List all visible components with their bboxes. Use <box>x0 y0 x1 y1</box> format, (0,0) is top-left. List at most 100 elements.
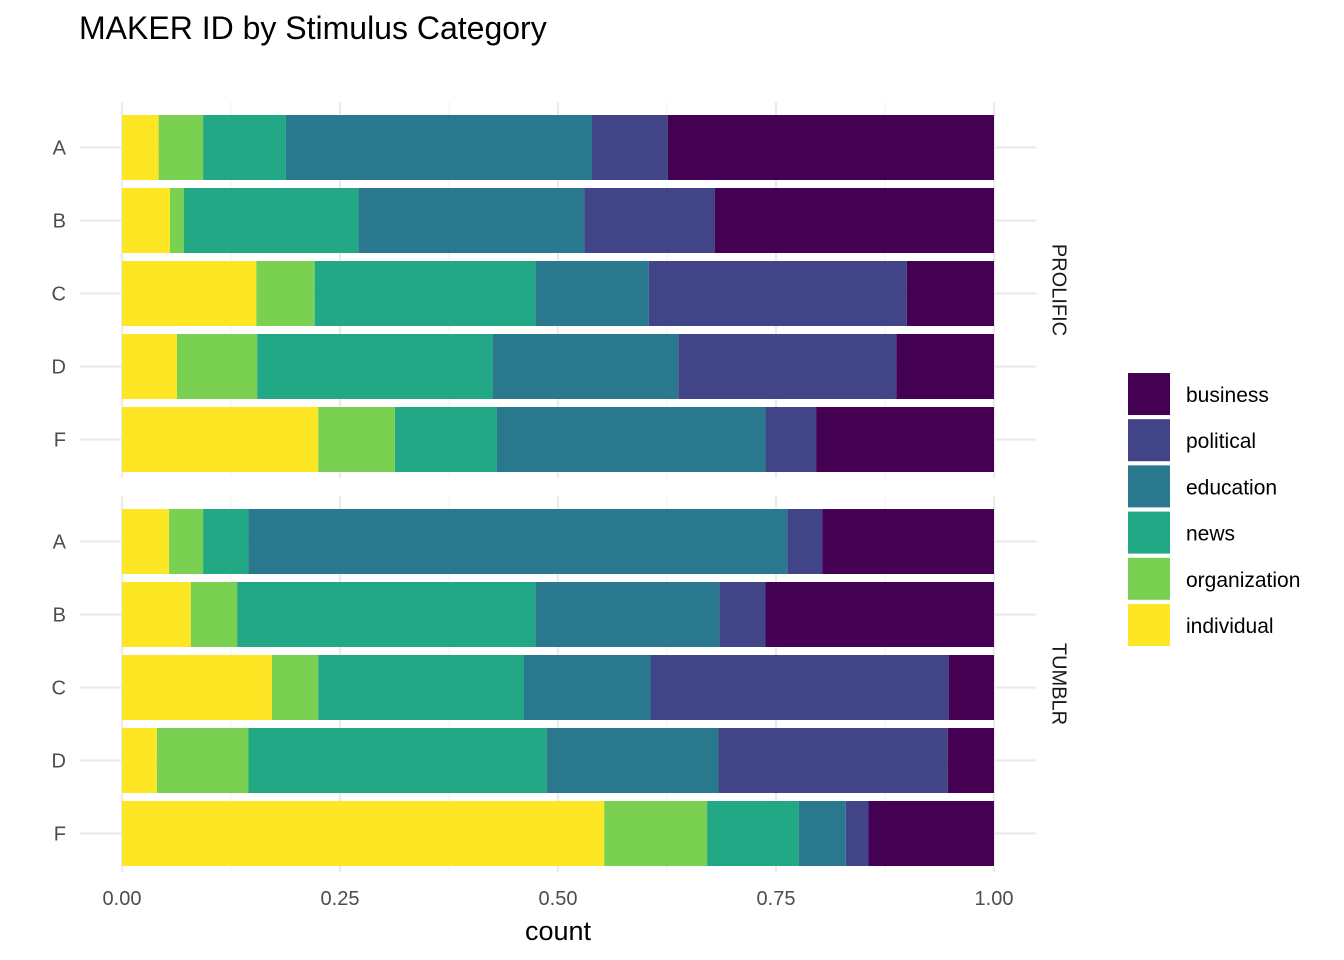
legend-item-individual: individual <box>1128 604 1274 646</box>
bar-segment-tumblr-a-organization <box>169 509 204 574</box>
bar-segment-prolific-a-organization <box>158 115 204 180</box>
y-tick-label: A <box>53 532 67 554</box>
facet-strip-label: PROLIFIC <box>1048 244 1070 336</box>
legend-item-political: political <box>1128 419 1256 462</box>
y-tick-label: F <box>54 824 66 846</box>
x-tick-label: 0.00 <box>103 888 142 910</box>
bar-segment-prolific-d-organization <box>176 334 258 399</box>
bar-segment-tumblr-d-education <box>546 728 719 793</box>
legend-label: education <box>1186 476 1277 499</box>
legend-label: news <box>1186 523 1235 546</box>
bar-segment-tumblr-b-individual <box>122 582 191 647</box>
bar-segment-tumblr-f-education <box>798 801 846 866</box>
bar-segment-tumblr-a-political <box>787 509 823 574</box>
bar-segment-tumblr-c-organization <box>271 655 319 720</box>
bar-segment-tumblr-d-business <box>947 728 994 793</box>
bar-segment-tumblr-b-education <box>535 582 720 647</box>
bar-segment-tumblr-c-business <box>948 655 994 720</box>
bar-segment-tumblr-d-individual <box>122 728 157 793</box>
bar-segment-tumblr-a-business <box>822 509 994 574</box>
bar-segment-tumblr-b-news <box>237 582 536 647</box>
bar-segment-tumblr-a-news <box>203 509 249 574</box>
bar-segment-prolific-f-education <box>496 407 766 472</box>
bar-segment-prolific-a-education <box>285 115 593 180</box>
legend-item-news: news <box>1128 511 1235 554</box>
bar-segment-tumblr-d-news <box>248 728 547 793</box>
bar-segment-prolific-a-individual <box>122 115 159 180</box>
bar-segment-prolific-d-news <box>257 334 493 399</box>
legend-item-business: business <box>1128 373 1269 415</box>
y-tick-label: D <box>52 357 66 379</box>
bar-segment-tumblr-b-business <box>765 582 994 647</box>
bar-segment-tumblr-a-individual <box>122 509 170 574</box>
bar-segment-prolific-f-individual <box>122 407 319 472</box>
bar-segment-prolific-c-education <box>535 261 649 326</box>
legend-swatch <box>1128 604 1170 646</box>
x-tick-label: 0.25 <box>321 888 360 910</box>
x-tick-label: 0.50 <box>539 888 578 910</box>
bar-segment-tumblr-c-education <box>523 655 651 720</box>
bar-segment-prolific-b-news <box>183 188 359 253</box>
legend-label: political <box>1186 430 1256 453</box>
bar-segment-prolific-b-organization <box>169 188 184 253</box>
bar-segment-prolific-d-education <box>492 334 679 399</box>
bar-segment-prolific-f-business <box>816 407 994 472</box>
legend-swatch <box>1128 465 1170 508</box>
legend-label: business <box>1186 384 1269 407</box>
bar-segment-prolific-f-organization <box>318 407 395 472</box>
bar-segment-prolific-b-political <box>584 188 715 253</box>
chart-title: MAKER ID by Stimulus Category <box>79 10 547 46</box>
bar-segment-tumblr-d-organization <box>156 728 249 793</box>
bar-segment-prolific-d-business <box>896 334 994 399</box>
legend-swatch <box>1128 373 1170 415</box>
legend-label: individual <box>1186 615 1274 638</box>
bar-segment-prolific-a-political <box>592 115 668 180</box>
bar-segment-prolific-b-individual <box>122 188 170 253</box>
bar-segment-tumblr-c-individual <box>122 655 272 720</box>
bar-segment-tumblr-f-news <box>707 801 799 866</box>
legend-swatch <box>1128 419 1170 462</box>
bar-segment-prolific-c-business <box>906 261 994 326</box>
y-tick-label: D <box>52 751 66 773</box>
y-tick-label: A <box>53 138 67 160</box>
bar-segment-tumblr-c-news <box>318 655 524 720</box>
x-tick-label: 1.00 <box>975 888 1014 910</box>
y-tick-label: C <box>52 678 66 700</box>
bar-segment-tumblr-b-political <box>719 582 766 647</box>
x-axis: 0.00 0.25 0.50 0.75 1.00 <box>103 888 1014 910</box>
legend: business political education news organizati… <box>1128 373 1300 646</box>
legend-label: organization <box>1186 569 1300 592</box>
facet-strip-label: TUMBLR <box>1048 643 1070 725</box>
bar-segment-prolific-f-political <box>765 407 817 472</box>
bar-segment-prolific-a-business <box>667 115 994 180</box>
bar-segment-prolific-c-political <box>648 261 907 326</box>
y-tick-label: F <box>54 430 66 452</box>
bar-segment-tumblr-b-organization <box>190 582 238 647</box>
bar-segment-tumblr-f-individual <box>122 801 605 866</box>
bar-segment-prolific-a-news <box>203 115 286 180</box>
bar-segment-prolific-d-individual <box>122 334 177 399</box>
facet-panel-prolific: A B C D F PROLIFIC <box>52 102 1070 478</box>
legend-swatch <box>1128 511 1170 554</box>
bar-segment-prolific-c-individual <box>122 261 257 326</box>
x-axis-title: count <box>525 916 592 946</box>
bar-segment-tumblr-f-political <box>845 801 869 866</box>
bar-segment-prolific-b-education <box>358 188 585 253</box>
y-tick-label: C <box>52 284 66 306</box>
facet-panels: A B C D F PROLIFIC A B C D F TUMBLR <box>52 102 1070 872</box>
bar-segment-tumblr-f-business <box>868 801 994 866</box>
bar-segment-tumblr-a-education <box>248 509 788 574</box>
bar-segment-tumblr-f-organization <box>604 801 708 866</box>
y-tick-label: B <box>53 605 66 627</box>
bar-segment-prolific-c-news <box>314 261 536 326</box>
facet-panel-tumblr: A B C D F TUMBLR <box>52 496 1070 872</box>
legend-item-education: education <box>1128 465 1277 508</box>
bar-segment-prolific-f-news <box>394 407 497 472</box>
x-tick-label: 0.75 <box>757 888 796 910</box>
bar-segment-tumblr-d-political <box>718 728 948 793</box>
bar-segment-prolific-c-organization <box>256 261 315 326</box>
bar-segment-prolific-b-business <box>714 188 994 253</box>
bar-segment-prolific-d-political <box>678 334 897 399</box>
legend-swatch <box>1128 557 1170 600</box>
